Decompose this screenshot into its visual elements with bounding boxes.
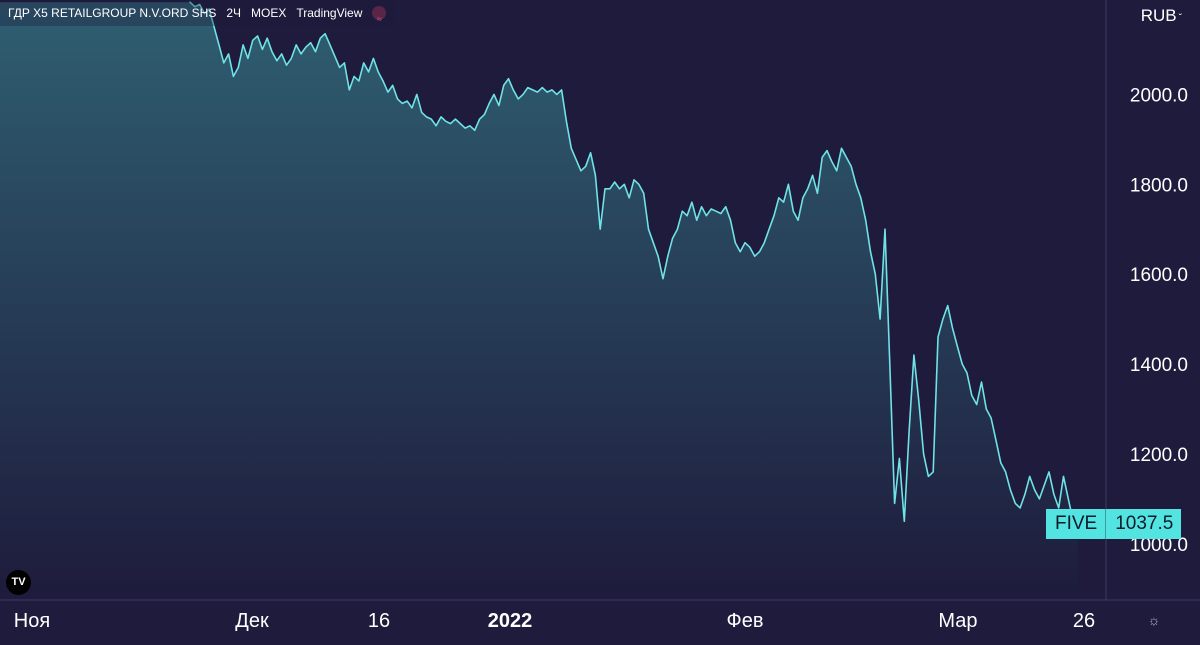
price-area-fill bbox=[0, 2, 1078, 600]
logo-text: TV bbox=[11, 576, 26, 588]
price-tick-label: 1200.0 bbox=[1130, 445, 1188, 466]
chart-header: ГДР X5 RETAILGROUP N.V.ORD SHS 2Ч MOEX T… bbox=[0, 0, 395, 26]
chevron-down-icon: ˇ bbox=[1178, 13, 1182, 24]
price-axis[interactable]: 2000.0 1800.0 1600.0 1400.0 1200.0 1000.0 bbox=[1130, 85, 1188, 555]
price-tick-label: 1000.0 bbox=[1130, 535, 1188, 556]
gear-icon[interactable]: ☼ bbox=[1147, 612, 1161, 628]
exchange-label: MOEX bbox=[251, 6, 287, 20]
currency-label: RUB bbox=[1140, 6, 1177, 25]
price-tick-label: 1800.0 bbox=[1130, 175, 1188, 196]
time-tick-label: 26 bbox=[1073, 610, 1095, 632]
last-price-value: 1037.5 bbox=[1115, 513, 1174, 534]
interval-label[interactable]: 2Ч bbox=[226, 6, 241, 20]
time-tick-label: 16 bbox=[368, 610, 390, 632]
time-tick-label: 2022 bbox=[488, 610, 533, 632]
symbol-title[interactable]: ГДР X5 RETAILGROUP N.V.ORD SHS bbox=[8, 6, 217, 20]
ticker-label: FIVE bbox=[1046, 509, 1107, 539]
currency-selector[interactable]: RUB ˇ bbox=[1141, 6, 1182, 26]
time-axis[interactable]: Ноя Дек 16 2022 Фев Мар 26 bbox=[14, 610, 1095, 632]
tradingview-logo[interactable]: TV bbox=[6, 570, 31, 595]
last-price-tag: FIVE 1037.5 bbox=[1046, 509, 1182, 539]
price-tick-label: 2000.0 bbox=[1130, 85, 1188, 106]
currency-exchange-icon[interactable]: ≈ bbox=[372, 6, 387, 24]
price-tick-label: 1400.0 bbox=[1130, 355, 1188, 376]
price-line[interactable] bbox=[189, 1, 1079, 528]
time-tick-label: Ноя bbox=[14, 610, 50, 632]
price-tick-label: 1600.0 bbox=[1130, 265, 1188, 286]
time-tick-label: Мар bbox=[938, 610, 977, 632]
time-tick-label: Дек bbox=[235, 610, 269, 632]
time-tick-label: Фев bbox=[727, 610, 764, 632]
source-label: TradingView bbox=[296, 6, 363, 20]
